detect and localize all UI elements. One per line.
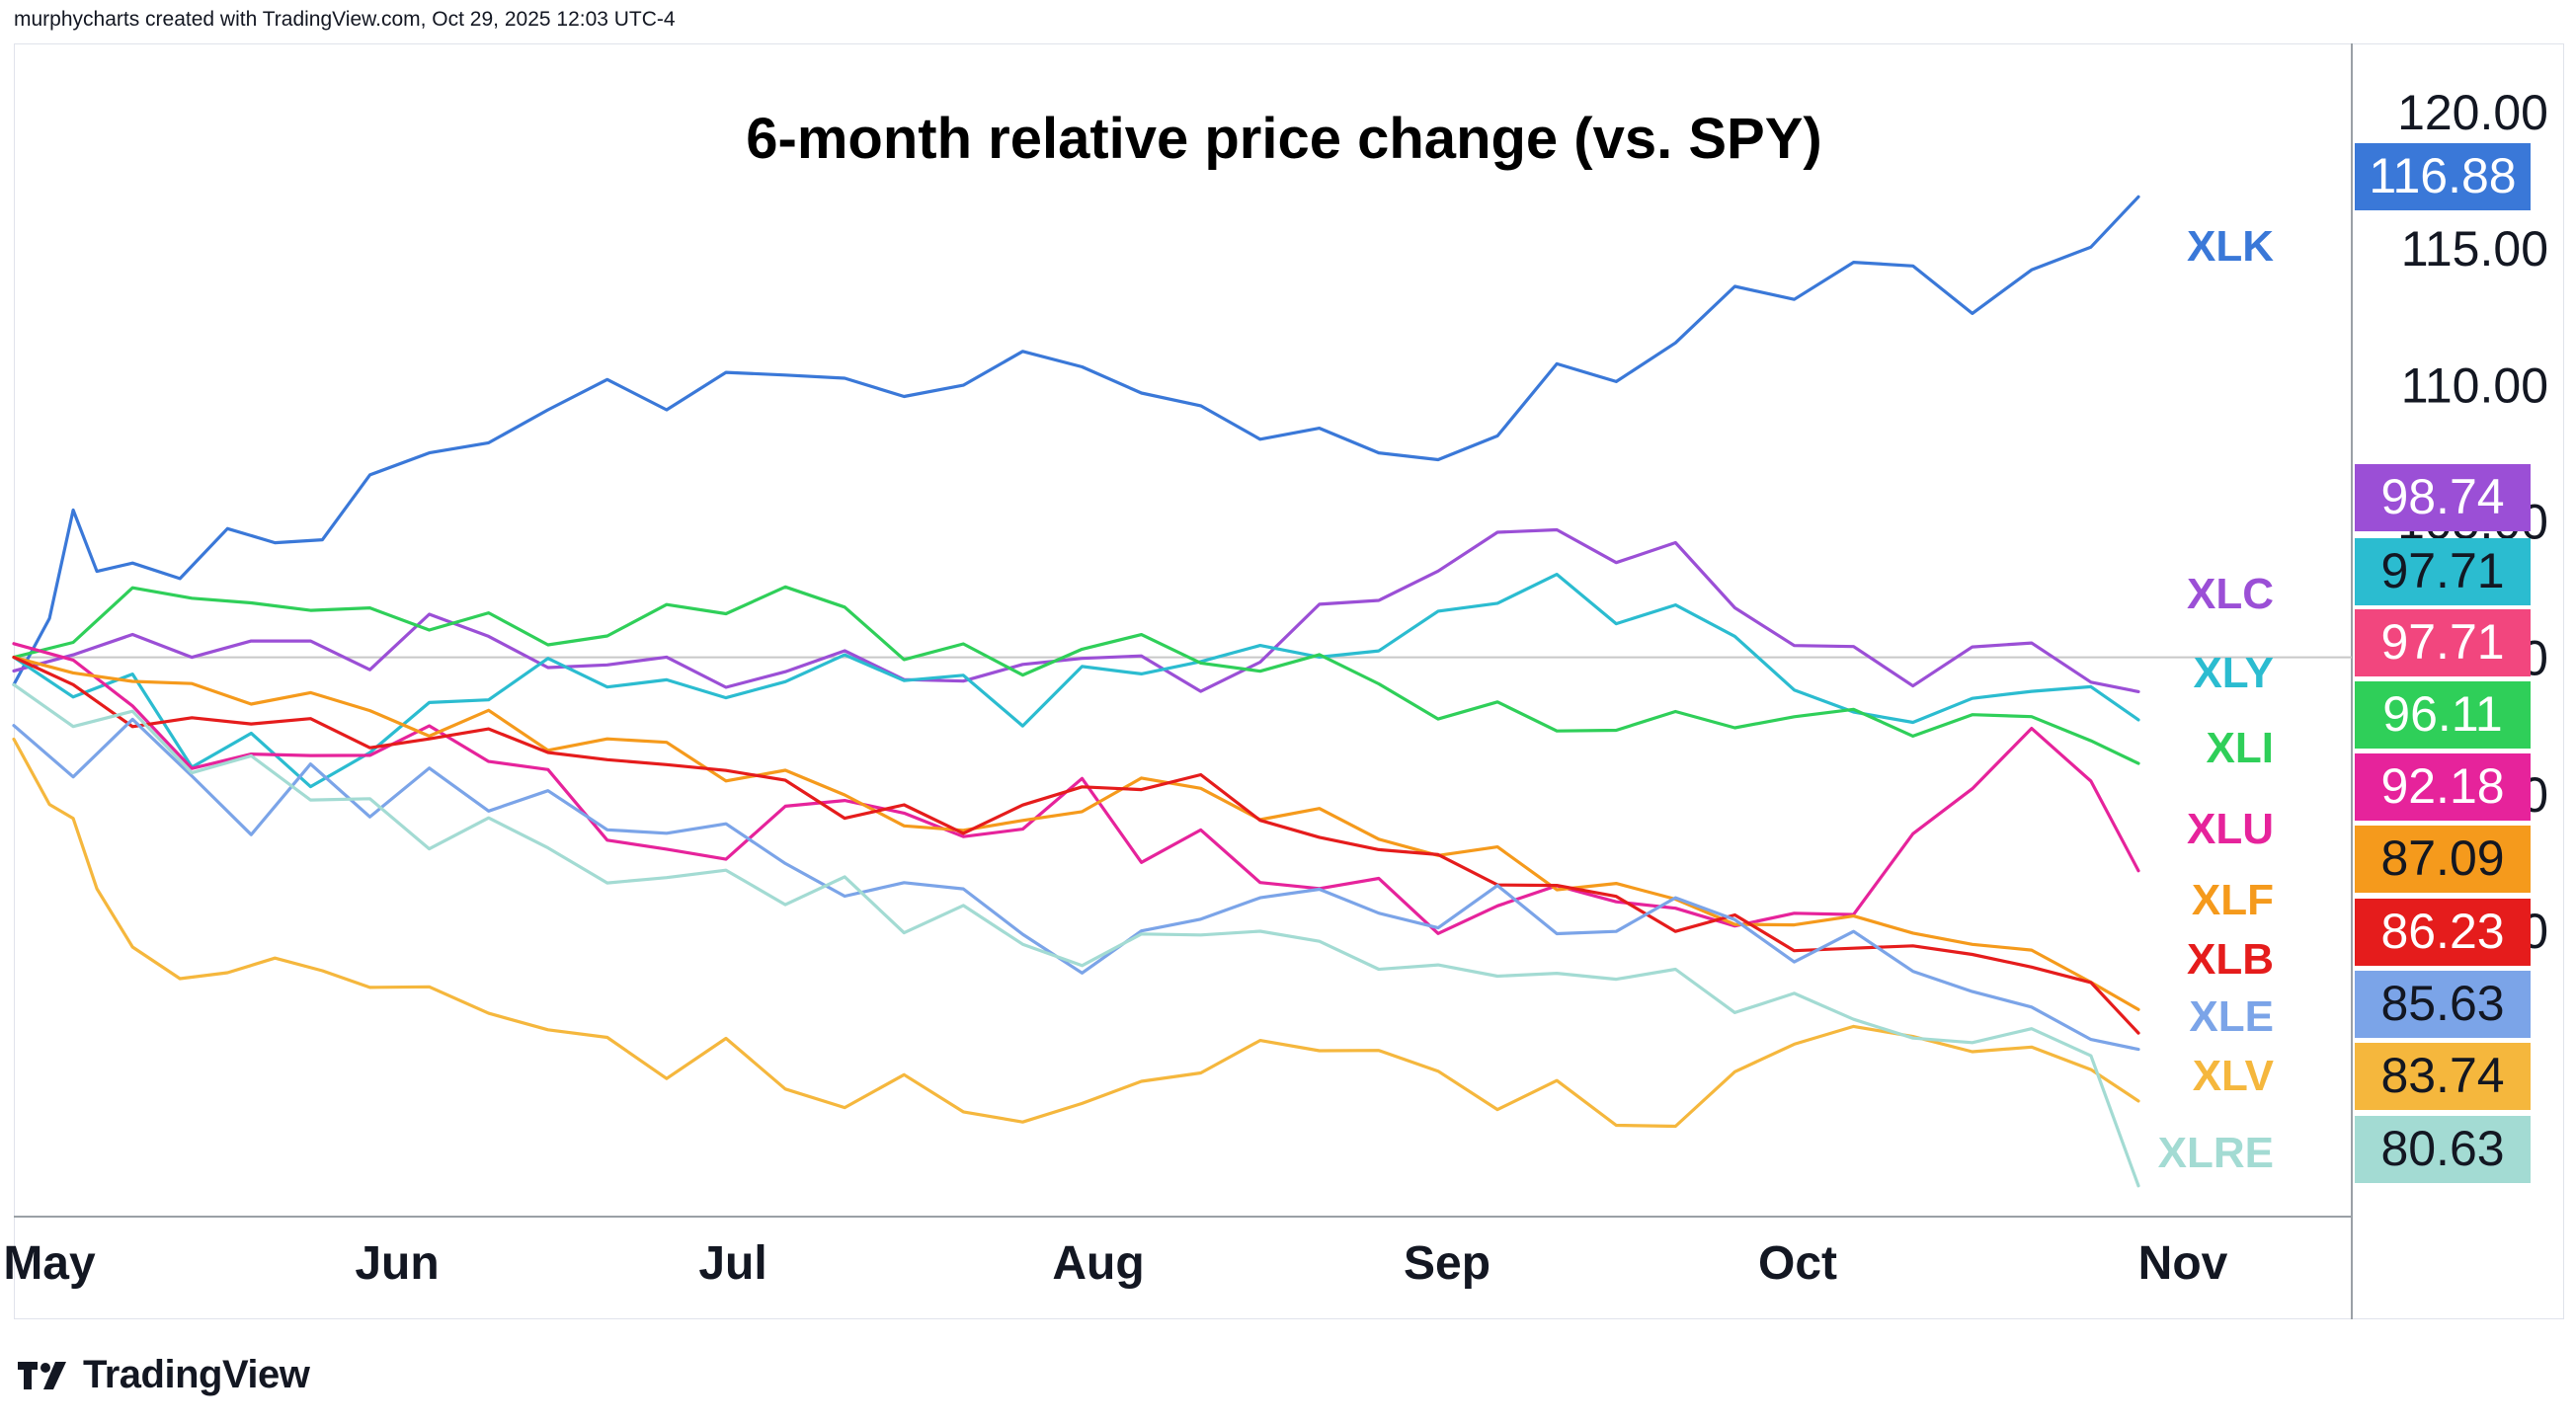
series-line-xle[interactable] — [12, 717, 2140, 1052]
tradingview-brand[interactable]: TradingView — [83, 1353, 310, 1396]
series-label-xlb: XLB — [2187, 935, 2274, 984]
series-label-xli: XLI — [2207, 724, 2274, 772]
series-label-xlre: XLRE — [2158, 1129, 2274, 1177]
price-badge-xly — [2355, 609, 2531, 676]
x-axis-ticks: May Jun Jul Aug Sep Oct Nov — [3, 1237, 2227, 1290]
tradingview-logo-icon[interactable] — [16, 1358, 71, 1393]
series-label-xlf: XLF — [2192, 876, 2274, 924]
series-line-xlc[interactable] — [12, 527, 2140, 694]
price-badge-xlb — [2355, 899, 2531, 966]
price-badge-value: 85.63 — [2380, 976, 2504, 1031]
price-badge-value: 92.18 — [2380, 758, 2504, 814]
series-line-xlk[interactable] — [12, 195, 2140, 686]
series-line-xly[interactable] — [12, 572, 2140, 789]
price-badge-xly — [2355, 538, 2531, 605]
price-badge-xlv — [2355, 1043, 2531, 1110]
series-line-xlre[interactable] — [12, 682, 2140, 1188]
price-badge-value: 83.74 — [2380, 1048, 2504, 1103]
series-label-xlc: XLC — [2187, 570, 2274, 618]
price-badge-xlc — [2355, 464, 2531, 531]
price-badge-value: 98.74 — [2380, 469, 2504, 524]
x-tick-label: May — [3, 1237, 96, 1290]
chart-title: 6-month relative price change (vs. SPY) — [746, 107, 1821, 171]
price-badge-xli — [2355, 681, 2531, 749]
series-label-xly: XLY — [2193, 649, 2274, 697]
price-badge-value: 97.71 — [2380, 614, 2504, 670]
price-badge-xlk — [2355, 143, 2531, 210]
series-line-xlf[interactable] — [12, 655, 2140, 1011]
price-badge-value: 116.88 — [2369, 148, 2516, 203]
price-badge-value: 97.71 — [2380, 543, 2504, 598]
price-badge-value: 80.63 — [2380, 1121, 2504, 1176]
series-label-xle: XLE — [2189, 992, 2274, 1041]
price-badge-xle — [2355, 971, 2531, 1038]
price-badge-xlf — [2355, 826, 2531, 893]
series-label-xlu: XLU — [2187, 805, 2274, 853]
x-tick-label: Nov — [2138, 1237, 2228, 1290]
price-badge-xlu — [2355, 753, 2531, 821]
attribution-text: murphycharts created with TradingView.co… — [14, 8, 676, 31]
price-badge-xlre — [2355, 1116, 2531, 1183]
x-tick-label: Oct — [1758, 1237, 1837, 1290]
series-line-xli[interactable] — [12, 585, 2140, 765]
series-label-xlk: XLK — [2187, 222, 2274, 271]
y-tick-label: 120.00 — [2397, 85, 2548, 140]
series-line-xlu[interactable] — [12, 642, 2140, 935]
series-layer — [12, 195, 2140, 1188]
price-badges: 116.88 98.74 97.71 97.71 96.11 92.18 87.09 86.2… — [2355, 143, 2531, 1183]
y-tick-label: 115.00 — [2401, 221, 2548, 277]
price-badge-value: 87.09 — [2380, 831, 2504, 886]
x-tick-label: Jul — [698, 1237, 766, 1290]
price-badge-value: 86.23 — [2380, 904, 2504, 959]
series-line-xlv[interactable] — [12, 737, 2140, 1129]
price-badge-value: 96.11 — [2382, 686, 2502, 742]
series-label-xlv: XLV — [2193, 1052, 2275, 1100]
x-tick-label: Aug — [1052, 1237, 1144, 1290]
x-tick-label: Jun — [355, 1237, 439, 1290]
series-line-xlb[interactable] — [12, 655, 2140, 1035]
series-labels: XLK XLC XLY XLI XLU XLF XLB XLE XLV XLRE — [2158, 222, 2275, 1177]
footer: TradingView — [16, 1353, 310, 1397]
x-tick-label: Sep — [1404, 1237, 1490, 1290]
y-tick-label: 110.00 — [2401, 357, 2548, 413]
